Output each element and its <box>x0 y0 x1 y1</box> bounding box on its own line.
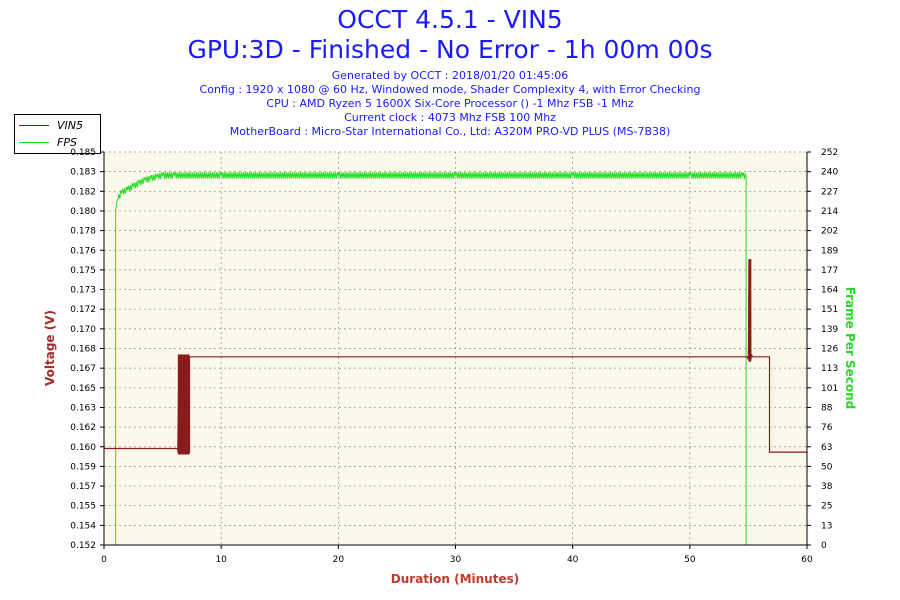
legend-item-fps: FPS <box>19 135 77 149</box>
y-tick-label-left: 0.176 <box>70 246 96 256</box>
y-tick-label-right: 76 <box>821 423 833 433</box>
y-tick-label-left: 0.162 <box>70 423 96 433</box>
y-tick-label-right: 126 <box>821 345 838 355</box>
series-block-vin5-transition-2 <box>748 259 752 362</box>
y-tick-label-left: 0.172 <box>70 305 96 315</box>
info-generated: Generated by OCCT : 2018/01/20 01:45:06 <box>331 69 569 82</box>
x-tick-label: 40 <box>567 555 579 565</box>
y-tick-label-left: 0.165 <box>70 384 96 394</box>
y-tick-label-left: 0.157 <box>70 482 96 492</box>
y-tick-label-right: 177 <box>821 266 838 276</box>
y-tick-label-left: 0.154 <box>70 521 96 531</box>
y-tick-label-right: 88 <box>821 403 833 413</box>
y-tick-label-right: 25 <box>821 502 832 512</box>
y-axis-label-right: Frame Per Second <box>843 287 857 410</box>
series-line-fps <box>104 172 807 546</box>
y-tick-label-right: 50 <box>821 462 833 472</box>
legend-item-vin5: VIN5 <box>19 118 83 132</box>
legend-swatch-vin5 <box>19 124 49 126</box>
y-tick-label-right: 202 <box>821 227 838 237</box>
y-tick-label-left: 0.170 <box>70 325 96 335</box>
y-tick-label-right: 0 <box>821 541 827 551</box>
chart-legend: VIN5 FPS <box>14 114 101 154</box>
y-axis-label-left: Voltage (V) <box>43 310 57 386</box>
y-tick-label-right: 240 <box>821 168 838 178</box>
y-tick-label-right: 63 <box>821 443 832 453</box>
legend-label-fps: FPS <box>57 135 77 149</box>
y-tick-label-left: 0.160 <box>70 443 96 453</box>
y-tick-label-right: 13 <box>821 521 832 531</box>
x-tick-label: 30 <box>450 555 462 565</box>
x-tick-label: 50 <box>684 555 696 565</box>
y-tick-label-left: 0.178 <box>70 227 96 237</box>
y-tick-label-left: 0.175 <box>70 266 96 276</box>
chart-subtitle: GPU:3D - Finished - No Error - 1h 00m 00… <box>187 35 713 64</box>
info-cpu: CPU : AMD Ryzen 5 1600X Six-Core Process… <box>266 97 634 110</box>
y-tick-label-right: 227 <box>821 187 838 197</box>
y-tick-label-right: 113 <box>821 364 838 374</box>
y-tick-label-left: 0.167 <box>70 364 96 374</box>
info-clock: Current clock : 4073 Mhz FSB 100 Mhz <box>344 111 556 124</box>
y-tick-label-right: 164 <box>821 286 838 296</box>
axis-ticks: 0 10 20 30 40 50 60 0.152 0.154 0.155 0.157 0.159 0.… <box>70 148 838 565</box>
y-tick-label-right: 252 <box>821 148 838 158</box>
y-tick-label-right: 38 <box>821 482 833 492</box>
y-tick-label-right: 151 <box>821 305 838 315</box>
y-tick-label-left: 0.159 <box>70 462 96 472</box>
series-block-vin5-transition-1 <box>177 354 190 455</box>
y-tick-label-left: 0.185 <box>70 148 96 158</box>
y-tick-label-left: 0.168 <box>70 345 96 355</box>
y-tick-label-right: 214 <box>821 207 838 217</box>
info-motherboard: MotherBoard : Micro-Star International C… <box>229 125 671 138</box>
legend-label-vin5: VIN5 <box>57 118 83 132</box>
x-tick-label: 10 <box>215 555 227 565</box>
x-tick-label: 60 <box>801 555 813 565</box>
y-tick-label-left: 0.183 <box>70 168 96 178</box>
y-tick-label-right: 101 <box>821 384 838 394</box>
y-tick-label-left: 0.155 <box>70 502 96 512</box>
y-tick-label-left: 0.163 <box>70 403 96 413</box>
y-tick-label-left: 0.173 <box>70 286 96 296</box>
y-tick-label-left: 0.152 <box>70 541 96 551</box>
legend-swatch-fps <box>19 141 49 143</box>
y-tick-label-left: 0.182 <box>70 187 96 197</box>
y-tick-label-left: 0.180 <box>70 207 96 217</box>
x-tick-label: 0 <box>101 555 107 565</box>
x-tick-label: 20 <box>333 555 345 565</box>
y-tick-label-right: 189 <box>821 246 838 256</box>
x-axis-label: Duration (Minutes) <box>391 572 519 586</box>
y-tick-label-right: 139 <box>821 325 838 335</box>
info-config: Config : 1920 x 1080 @ 60 Hz, Windowed m… <box>199 83 701 96</box>
series-layer <box>104 172 807 546</box>
chart-title: OCCT 4.5.1 - VIN5 <box>337 5 563 34</box>
